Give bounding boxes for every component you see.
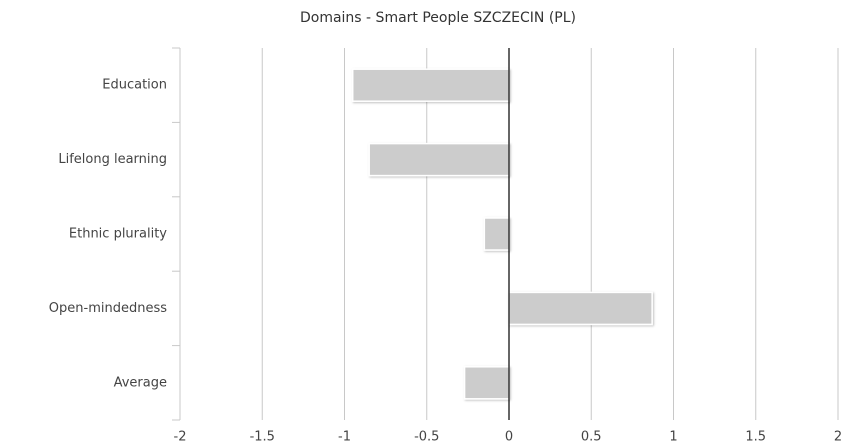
x-tick-label: -0.5 <box>414 430 439 445</box>
x-tick-label: -1 <box>338 430 351 445</box>
y-tick-label: Education <box>102 78 167 93</box>
bar <box>463 366 510 400</box>
bar <box>508 291 653 326</box>
y-tick-label: Open-mindedness <box>49 301 167 316</box>
x-tick-label: 0 <box>505 430 513 445</box>
bar <box>483 217 510 251</box>
x-tick-label: 2 <box>834 430 842 445</box>
chart-title: Domains - Smart People SZCZECIN (PL) <box>300 10 576 26</box>
x-tick-label: 1.5 <box>745 430 766 445</box>
x-tick-label: -2 <box>174 430 187 445</box>
bar <box>351 68 510 102</box>
x-tick-label: 0.5 <box>581 430 602 445</box>
x-tick-label: 1 <box>669 430 677 445</box>
bar <box>368 142 510 177</box>
y-tick-label: Lifelong learning <box>58 152 167 167</box>
x-tick-label: -1.5 <box>250 430 275 445</box>
y-tick-label: Ethnic plurality <box>69 227 167 242</box>
y-tick-label: Average <box>114 375 167 390</box>
